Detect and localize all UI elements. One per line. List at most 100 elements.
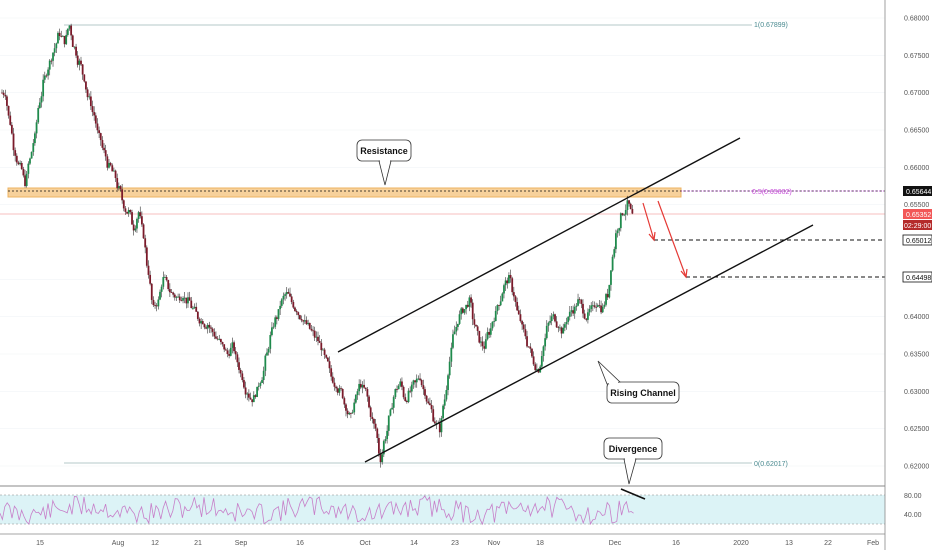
- candle-body: [468, 297, 471, 307]
- candle-body: [180, 300, 183, 302]
- candle-body: [1, 92, 3, 94]
- candle-body: [578, 299, 581, 301]
- candle-body: [374, 423, 377, 429]
- candle-body: [152, 299, 155, 306]
- candle-body: [432, 409, 435, 422]
- candle-body: [405, 400, 408, 403]
- badge-target-2: [902, 271, 932, 283]
- candle-body: [483, 346, 486, 349]
- candle-body: [244, 387, 247, 395]
- candle-body: [32, 143, 35, 152]
- candle-body: [229, 347, 232, 356]
- time-tick-label: 13: [785, 540, 793, 547]
- candle-body: [402, 386, 405, 398]
- candle-body: [85, 81, 87, 90]
- candle-body: [377, 437, 380, 454]
- candle-body: [111, 165, 114, 172]
- candle-body: [177, 296, 180, 298]
- candle-body: [91, 106, 94, 113]
- candle-body: [335, 386, 338, 389]
- candle-body: [43, 75, 46, 80]
- candle-body: [188, 297, 191, 301]
- candle-body: [511, 278, 514, 293]
- candle-body: [353, 402, 356, 413]
- candle-body: [326, 357, 329, 362]
- time-tick-label: 23: [451, 540, 459, 547]
- candle-body: [45, 75, 48, 77]
- candle-body: [164, 277, 166, 278]
- candle-body: [512, 292, 515, 297]
- price-tick-label: 0.65500: [904, 202, 929, 209]
- candle-body: [287, 292, 290, 294]
- candle-body: [555, 321, 558, 328]
- time-tick-label: 22: [824, 540, 832, 547]
- time-tick-label: 12: [151, 540, 159, 547]
- candle-body: [280, 299, 283, 306]
- candle-body: [531, 348, 533, 357]
- candle-body: [540, 356, 543, 367]
- candle-body: [104, 150, 107, 157]
- candle-body: [417, 378, 420, 380]
- candle-body: [139, 212, 142, 217]
- candle-body: [155, 305, 158, 307]
- candle-body: [136, 218, 138, 229]
- candle-body: [529, 346, 532, 349]
- candle-body: [215, 336, 217, 339]
- candle-body: [249, 397, 252, 400]
- candle-body: [257, 385, 260, 387]
- candle-body: [552, 314, 555, 317]
- badge-countdown-text: 02:29:00: [904, 223, 931, 230]
- candle-body: [610, 270, 612, 285]
- candle-body: [603, 304, 606, 307]
- candle-body: [157, 299, 160, 307]
- candle-body: [57, 32, 59, 44]
- candle-body: [55, 43, 58, 49]
- candle-body: [89, 96, 92, 107]
- candle-body: [447, 375, 449, 391]
- grid-lines: [0, 17, 885, 467]
- candle-body: [298, 315, 301, 320]
- candle-body: [267, 348, 270, 353]
- candle-body: [129, 209, 132, 213]
- candle-body: [605, 294, 607, 305]
- candle-body: [399, 381, 402, 386]
- candle-body: [358, 383, 361, 392]
- candle-body: [223, 344, 226, 350]
- candle-body: [550, 316, 553, 322]
- candle-body: [484, 339, 487, 349]
- candle-body: [509, 275, 512, 279]
- candle-body: [427, 401, 430, 404]
- candle-body: [297, 312, 300, 316]
- candle-body: [478, 330, 481, 343]
- candle-body: [519, 314, 522, 322]
- candle-body: [206, 324, 209, 329]
- candle-body: [103, 147, 105, 151]
- candle-body: [126, 211, 128, 214]
- candle-body: [317, 336, 319, 341]
- rising-channel-callout: Rising Channel: [597, 360, 680, 404]
- candle-body: [224, 349, 227, 351]
- candle-body: [98, 130, 101, 134]
- candle-body: [261, 380, 263, 383]
- candle-body: [501, 293, 504, 302]
- rsi-tick-40: 40.00: [904, 512, 922, 519]
- candle-body: [124, 208, 127, 212]
- candle-body: [256, 386, 259, 397]
- candle-body: [397, 385, 400, 390]
- candle-body: [516, 301, 519, 311]
- candle-body: [7, 105, 10, 116]
- candle-body: [48, 60, 51, 70]
- candle-body: [262, 370, 265, 381]
- candle-body: [527, 346, 530, 348]
- candle-body: [596, 305, 599, 307]
- price-tick-label: 0.68000: [904, 16, 929, 23]
- candle-body: [192, 308, 194, 309]
- candle-body: [588, 309, 591, 313]
- candle-body: [295, 310, 298, 313]
- candle-body: [24, 175, 26, 187]
- time-tick-label: Feb: [867, 540, 879, 547]
- price-tick-label: 0.67000: [904, 90, 929, 97]
- candle-body: [285, 292, 288, 295]
- candle-body: [346, 410, 349, 415]
